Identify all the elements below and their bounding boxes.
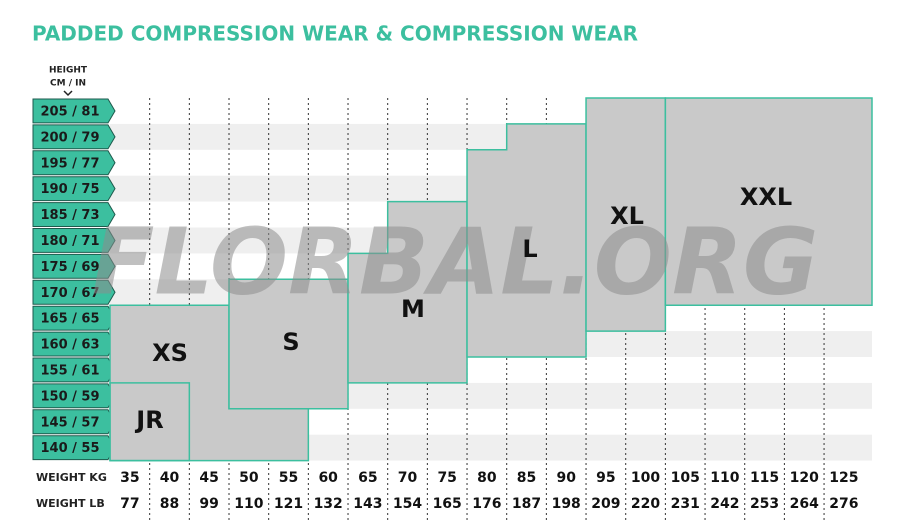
size-label: XL bbox=[610, 202, 644, 230]
size-region bbox=[109, 382, 191, 462]
size-label: JR bbox=[134, 406, 163, 434]
height-label: 170 / 67 bbox=[40, 286, 99, 301]
weight-value: 253 bbox=[750, 496, 779, 512]
weight-value: 65 bbox=[358, 470, 377, 486]
size-label: S bbox=[282, 328, 299, 356]
weight-value: 120 bbox=[790, 470, 819, 486]
weight-value: 85 bbox=[517, 470, 536, 486]
size-label: XS bbox=[152, 339, 188, 367]
weight-value: 276 bbox=[829, 496, 858, 512]
weight-value: 121 bbox=[274, 496, 303, 512]
height-tag bbox=[32, 124, 116, 150]
weight-header: WEIGHT LB bbox=[36, 497, 105, 510]
height-label: 160 / 63 bbox=[40, 338, 99, 353]
size-label: M bbox=[401, 295, 425, 323]
size-region bbox=[585, 97, 667, 332]
weight-value: 75 bbox=[437, 470, 456, 486]
caret bbox=[63, 90, 73, 97]
weight-value: 165 bbox=[433, 496, 462, 512]
height-label: 200 / 79 bbox=[40, 130, 99, 145]
height-label: 155 / 61 bbox=[40, 363, 99, 378]
weight-value: 110 bbox=[710, 470, 739, 486]
height-tag bbox=[32, 150, 116, 176]
size-label: L bbox=[522, 235, 537, 263]
height-label: 190 / 75 bbox=[40, 182, 99, 197]
weight-value: 35 bbox=[120, 470, 139, 486]
height-tag bbox=[32, 176, 116, 202]
weight-value: 100 bbox=[631, 470, 660, 486]
weight-value: 143 bbox=[353, 496, 382, 512]
height-tag bbox=[32, 279, 116, 305]
title: PADDED COMPRESSION WEAR & COMPRESSION WE… bbox=[32, 22, 638, 46]
size-region bbox=[664, 97, 873, 306]
weight-value: 80 bbox=[477, 470, 497, 486]
weight-value: 209 bbox=[591, 496, 620, 512]
weight-value: 125 bbox=[829, 470, 858, 486]
weight-value: 55 bbox=[279, 470, 298, 486]
weight-value: 60 bbox=[318, 470, 338, 486]
height-label: 145 / 57 bbox=[40, 415, 99, 430]
height-tag bbox=[32, 202, 116, 227]
weight-value: 77 bbox=[120, 496, 139, 512]
weight-value: 187 bbox=[512, 496, 541, 512]
height-label: 185 / 73 bbox=[40, 208, 99, 223]
size-region bbox=[228, 278, 349, 410]
height-label: 195 / 77 bbox=[40, 156, 99, 171]
height-label: 165 / 65 bbox=[40, 312, 99, 327]
weight-value: 264 bbox=[790, 496, 819, 512]
height-tag bbox=[32, 228, 116, 253]
height-tag bbox=[32, 253, 116, 279]
weight-value: 105 bbox=[671, 470, 700, 486]
weight-value: 115 bbox=[750, 470, 779, 486]
weight-value: 90 bbox=[556, 470, 576, 486]
weight-value: 220 bbox=[631, 496, 660, 512]
size-label: XXL bbox=[740, 183, 792, 211]
height-label: 150 / 59 bbox=[40, 389, 99, 404]
weight-value: 99 bbox=[199, 496, 218, 512]
weight-value: 70 bbox=[398, 470, 418, 486]
weight-value: 242 bbox=[710, 496, 739, 512]
weight-header: WEIGHT KG bbox=[36, 471, 107, 484]
height-tag bbox=[32, 98, 116, 124]
weight-value: 88 bbox=[160, 496, 179, 512]
height-label: 140 / 55 bbox=[40, 441, 99, 456]
weight-value: 132 bbox=[314, 496, 343, 512]
height-header: CM / IN bbox=[50, 79, 86, 89]
weight-value: 40 bbox=[160, 470, 180, 486]
weight-value: 50 bbox=[239, 470, 259, 486]
height-label: 175 / 69 bbox=[40, 260, 99, 275]
weight-value: 95 bbox=[596, 470, 615, 486]
watermark: FLORBAL.ORG bbox=[92, 208, 819, 315]
weight-value: 154 bbox=[393, 496, 422, 512]
weight-value: 110 bbox=[234, 496, 263, 512]
weight-value: 176 bbox=[472, 496, 501, 512]
height-label: 205 / 81 bbox=[40, 104, 99, 119]
height-header: HEIGHT bbox=[49, 66, 88, 76]
weight-value: 45 bbox=[199, 470, 218, 486]
height-label: 180 / 71 bbox=[40, 234, 99, 249]
weight-value: 198 bbox=[552, 496, 581, 512]
weight-value: 231 bbox=[671, 496, 700, 512]
